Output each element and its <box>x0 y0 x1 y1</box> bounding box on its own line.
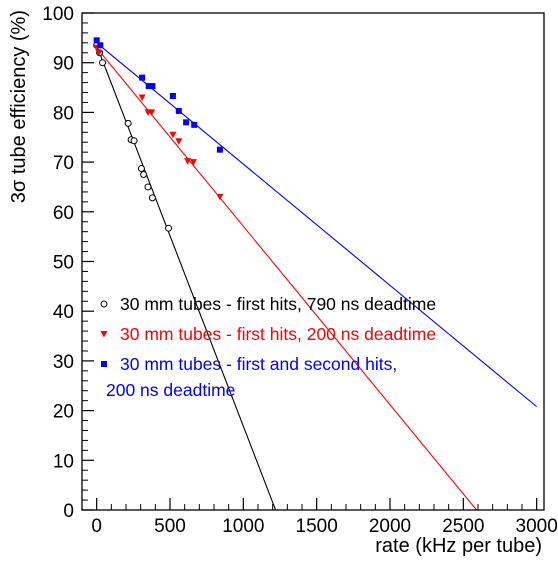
data-point-series-3 <box>191 121 198 128</box>
data-point-series-2 <box>175 138 183 145</box>
legend-marker-series-1 <box>100 300 108 308</box>
legend-marker-series-2 <box>100 331 108 338</box>
data-point-series-3 <box>183 119 190 126</box>
data-point-series-1 <box>140 171 148 179</box>
data-point-series-1 <box>165 224 173 232</box>
x-tick-label: 500 <box>154 516 186 537</box>
y-tick-label: 40 <box>53 302 74 323</box>
legend-label-series-3: 200 ns deadtime <box>106 380 235 400</box>
fit-line-series-2 <box>96 47 477 511</box>
data-point-series-3 <box>93 37 100 44</box>
legend-label-series-2: 30 mm tubes - first hits, 200 ns deadtim… <box>120 324 436 344</box>
fit-line-series-1 <box>96 45 277 511</box>
y-tick-label: 10 <box>53 451 74 472</box>
axis-ticks: 0 500 1000 1500 2000 2500 3000 0 10 20 30 40 50 60 70 8… <box>42 4 558 537</box>
x-tick-label: 1000 <box>222 516 264 537</box>
data-point-series-1 <box>148 194 156 202</box>
y-tick-label: 70 <box>53 153 74 174</box>
data-point-series-3 <box>139 74 146 81</box>
y-tick-label: 50 <box>53 253 74 274</box>
data-point-series-2 <box>184 158 192 165</box>
data-point-series-3 <box>97 42 104 49</box>
data-point-series-1 <box>124 119 132 127</box>
data-point-series-1 <box>137 165 145 173</box>
data-point-series-2 <box>138 94 146 101</box>
data-point-series-1 <box>144 183 152 191</box>
data-point-series-3 <box>149 83 156 90</box>
legend-marker-series-3 <box>101 361 107 367</box>
y-axis-title: 3σ tube efficiency (%) <box>8 10 30 203</box>
legend-label-series-1: 30 mm tubes - first hits, 790 ns deadtim… <box>120 294 436 314</box>
y-tick-label: 80 <box>53 103 74 124</box>
x-tick-label: 2500 <box>442 516 484 537</box>
data-point-series-2 <box>148 109 156 116</box>
y-tick-label: 0 <box>63 501 74 522</box>
x-tick-label: 3000 <box>516 516 558 537</box>
x-tick-label: 2000 <box>369 516 411 537</box>
data-point-series-3 <box>175 107 182 114</box>
fit-line-series-3 <box>96 42 538 408</box>
fit-lines <box>96 42 538 511</box>
data-point-series-2 <box>216 193 224 201</box>
y-tick-label: 20 <box>53 402 74 423</box>
data-point-series-1 <box>99 59 107 67</box>
x-tick-label: 0 <box>91 516 102 537</box>
x-axis-title: rate (kHz per tube) <box>375 535 542 557</box>
y-tick-label: 60 <box>53 203 74 224</box>
x-tick-label: 1500 <box>296 516 338 537</box>
data-points <box>93 37 224 232</box>
data-point-series-2 <box>95 49 103 57</box>
data-point-series-1 <box>130 137 138 145</box>
data-point-series-3 <box>169 92 176 99</box>
legend: 30 mm tubes - first hits, 790 ns deadtim… <box>100 294 436 400</box>
data-point-series-3 <box>145 83 152 90</box>
data-point-series-2 <box>189 159 197 166</box>
y-tick-label: 90 <box>53 54 74 75</box>
data-point-series-2 <box>169 131 177 139</box>
legend-label-series-3: 30 mm tubes - first and second hits, <box>120 354 397 374</box>
data-point-series-3 <box>216 146 223 153</box>
y-tick-label: 100 <box>42 4 74 25</box>
y-tick-label: 30 <box>53 352 74 373</box>
